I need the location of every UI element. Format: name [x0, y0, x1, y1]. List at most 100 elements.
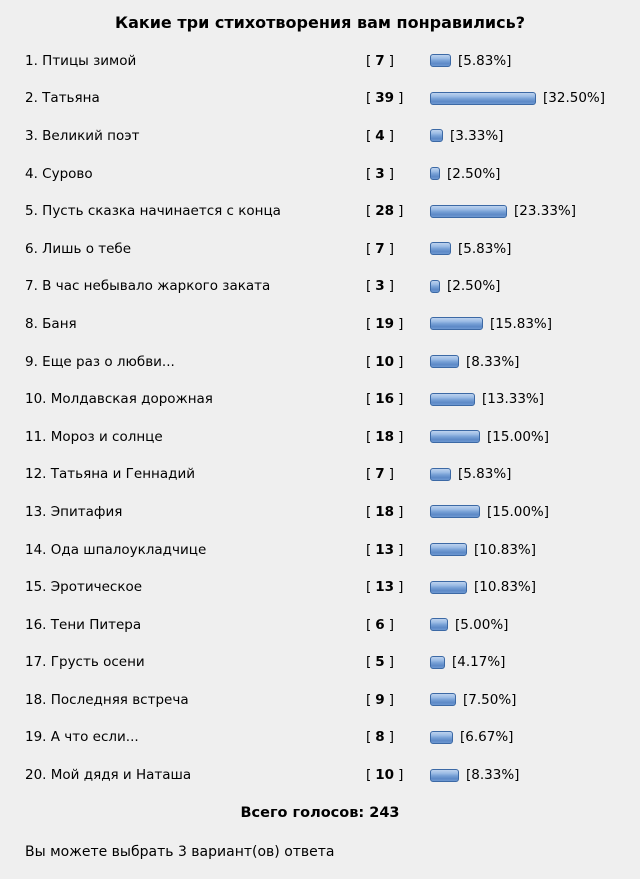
vote-bar: [430, 204, 507, 218]
vote-bar: [430, 505, 480, 519]
vote-bar-group: [5.83%]: [430, 53, 511, 69]
vote-count-number: 18: [375, 428, 395, 445]
poll-option-row: 1. Птицы зимой [7] [5.83%]: [0, 42, 640, 80]
vote-percent: [7.50%]: [463, 691, 517, 708]
poll-question: Какие три стихотворения вам понравились?: [114, 13, 526, 32]
vote-count-bracket-open: [: [366, 729, 372, 746]
option-label: 5. Пусть сказка начинается с конца: [25, 203, 281, 220]
option-label: 19. А что если...: [25, 729, 139, 746]
option-label: 3. Великий поэт: [25, 127, 140, 144]
vote-bar: [430, 693, 456, 707]
choice-limit-note: Вы можете выбрать 3 вариант(ов) ответа: [25, 843, 335, 860]
poll-option-row: 7. В час небывало жаркого заката [3] [2.…: [0, 268, 640, 306]
option-label: 6. Лишь о тебе: [25, 240, 132, 257]
vote-bar-group: [23.33%]: [430, 203, 576, 219]
vote-bar: [430, 129, 443, 143]
vote-count-number: 5: [375, 654, 385, 671]
option-label: 13. Эпитафия: [25, 503, 123, 520]
vote-count: [13]: [366, 542, 430, 558]
vote-bar: [430, 768, 459, 782]
vote-bar: [430, 430, 480, 444]
vote-count-bracket-close: ]: [398, 203, 404, 220]
vote-bar-group: [6.67%]: [430, 729, 513, 745]
vote-percent: [15.83%]: [490, 315, 553, 332]
vote-count-bracket-open: [: [366, 278, 372, 295]
option-label: 17. Грусть осени: [25, 654, 145, 671]
vote-count: [3]: [366, 166, 430, 182]
vote-bar: [430, 392, 475, 406]
option-label: 14. Ода шпалоукладчице: [25, 541, 207, 558]
option-label: 12. Татьяна и Геннадий: [25, 466, 196, 483]
vote-percent: [8.33%]: [466, 353, 520, 370]
poll-option-row: 10. Молдавская дорожная [16] [13.33%]: [0, 380, 640, 418]
vote-count-bracket-close: ]: [398, 579, 404, 596]
vote-bar: [430, 242, 451, 256]
vote-percent: [4.17%]: [452, 654, 506, 671]
vote-count: [10]: [366, 767, 430, 783]
vote-count-bracket-close: ]: [398, 503, 404, 520]
vote-count-bracket-open: [: [366, 90, 372, 107]
vote-count-bracket-close: ]: [398, 353, 404, 370]
poll-option-row: 12. Татьяна и Геннадий [7] [5.83%]: [0, 456, 640, 494]
vote-bar-group: [10.83%]: [430, 542, 536, 558]
vote-count: [5]: [366, 654, 430, 670]
vote-bar: [430, 543, 467, 557]
vote-count: [16]: [366, 391, 430, 407]
vote-count-bracket-open: [: [366, 466, 372, 483]
vote-percent: [5.83%]: [458, 466, 512, 483]
vote-bar: [430, 730, 453, 744]
vote-count-bracket-close: ]: [388, 654, 394, 671]
vote-bar-group: [2.50%]: [430, 278, 500, 294]
vote-count-bracket-open: [: [366, 391, 372, 408]
vote-count: [7]: [366, 466, 430, 482]
vote-count-bracket-close: ]: [388, 278, 394, 295]
vote-percent: [8.33%]: [466, 767, 520, 784]
vote-count-number: 4: [375, 127, 385, 144]
vote-count-bracket-open: [: [366, 767, 372, 784]
vote-count-bracket-close: ]: [388, 616, 394, 633]
poll-option-row: 11. Мороз и солнце [18] [15.00%]: [0, 418, 640, 456]
vote-bar-group: [8.33%]: [430, 767, 519, 783]
vote-count-number: 13: [375, 541, 395, 558]
vote-count-number: 6: [375, 616, 385, 633]
vote-count-bracket-open: [: [366, 691, 372, 708]
option-label: 16. Тени Питера: [25, 616, 142, 633]
vote-count-number: 9: [375, 691, 385, 708]
vote-bar-group: [10.83%]: [430, 579, 536, 595]
vote-count: [18]: [366, 429, 430, 445]
vote-count-number: 7: [375, 240, 385, 257]
vote-bar-group: [8.33%]: [430, 354, 519, 370]
vote-count-bracket-close: ]: [388, 240, 394, 257]
vote-count-bracket-open: [: [366, 127, 372, 144]
vote-count-number: 39: [375, 90, 395, 107]
vote-count-bracket-close: ]: [398, 315, 404, 332]
vote-count-bracket-close: ]: [388, 52, 394, 69]
vote-count: [10]: [366, 354, 430, 370]
vote-count-bracket-close: ]: [388, 729, 394, 746]
vote-count-bracket-open: [: [366, 165, 372, 182]
vote-count: [7]: [366, 241, 430, 257]
option-label: 10. Молдавская дорожная: [25, 391, 213, 408]
poll-option-row: 14. Ода шпалоукладчице [13] [10.83%]: [0, 531, 640, 569]
poll-option-row: 19. А что если... [8] [6.67%]: [0, 719, 640, 757]
poll-option-row: 5. Пусть сказка начинается с конца [28] …: [0, 192, 640, 230]
vote-count-number: 16: [375, 391, 395, 408]
vote-count: [4]: [366, 128, 430, 144]
option-label: 20. Мой дядя и Наташа: [25, 767, 192, 784]
vote-count-bracket-open: [: [366, 654, 372, 671]
vote-bar: [430, 618, 448, 632]
poll-options-list: 1. Птицы зимой [7] [5.83%] 2. Татьяна [3…: [0, 42, 640, 794]
vote-bar: [430, 54, 451, 68]
poll-option-row: 3. Великий поэт [4] [3.33%]: [0, 117, 640, 155]
vote-count-number: 7: [375, 466, 385, 483]
option-label: 18. Последняя встреча: [25, 691, 189, 708]
vote-bar: [430, 355, 459, 369]
vote-count-bracket-open: [: [366, 541, 372, 558]
vote-count-number: 19: [375, 315, 395, 332]
vote-count: [28]: [366, 203, 430, 219]
vote-count-number: 10: [375, 353, 395, 370]
vote-bar: [430, 279, 440, 293]
option-label: 7. В час небывало жаркого заката: [25, 278, 271, 295]
option-label: 15. Эротическое: [25, 579, 143, 596]
